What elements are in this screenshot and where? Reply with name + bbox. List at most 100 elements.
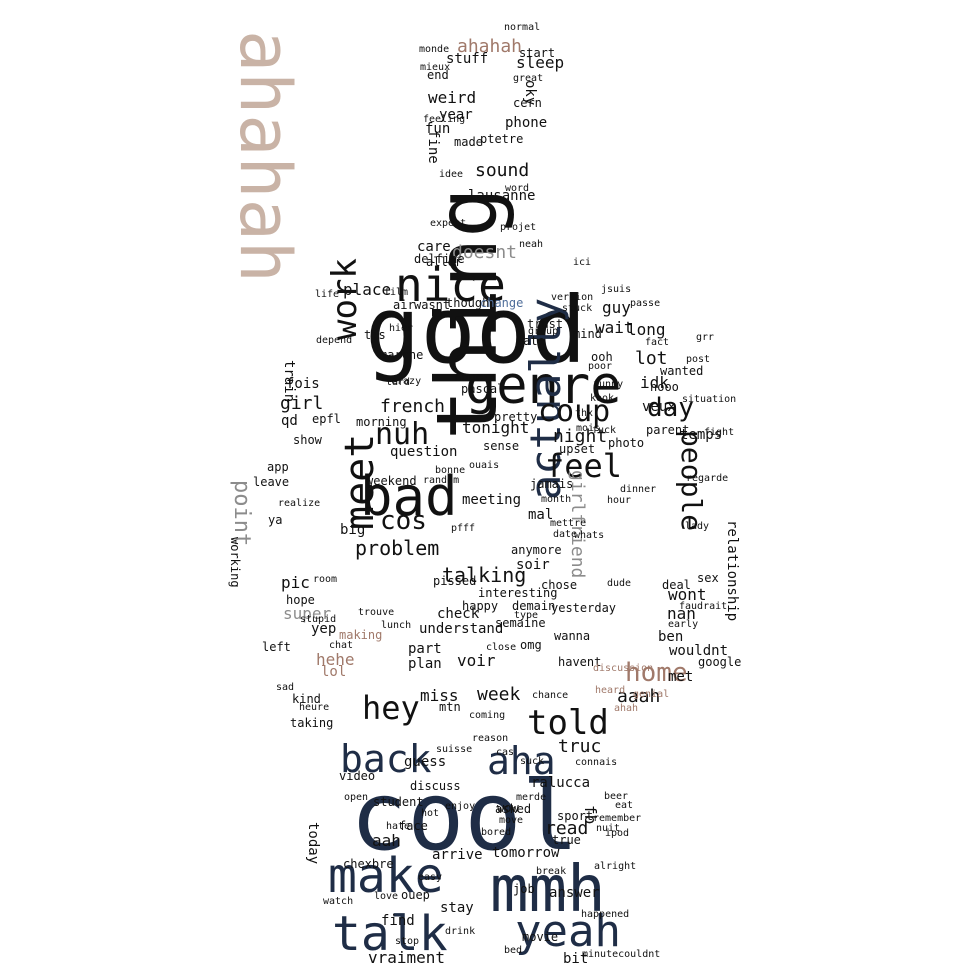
- cloud-word: enjoy: [445, 801, 476, 812]
- cloud-word: talking: [442, 563, 527, 587]
- cloud-word: asked: [495, 802, 532, 816]
- cloud-word: heure: [299, 702, 330, 713]
- cloud-word: kook: [590, 393, 615, 404]
- cloud-word: realize: [278, 498, 321, 509]
- cloud-word: fois: [286, 376, 320, 392]
- cloud-word: poor: [588, 361, 613, 372]
- cloud-word: ya: [268, 513, 283, 527]
- cloud-word: stuck: [562, 303, 593, 314]
- cloud-word: ptetre: [480, 132, 524, 146]
- cloud-word: great: [513, 73, 544, 84]
- cloud-word: thx: [575, 408, 594, 419]
- cloud-word: type: [514, 610, 539, 621]
- cloud-word: upset: [559, 442, 596, 456]
- cloud-word: version: [551, 292, 594, 303]
- cloud-word: veux: [642, 399, 676, 415]
- cloud-word: wanna: [554, 629, 591, 643]
- cloud-word: fine: [425, 130, 441, 164]
- cloud-word: lunch: [381, 620, 412, 631]
- cloud-word: reason: [472, 733, 509, 744]
- cloud-word: kind: [292, 692, 321, 706]
- cloud-word: pissed: [433, 574, 477, 588]
- cloud-word: wasnt: [414, 298, 451, 312]
- cloud-word: parent: [646, 423, 690, 437]
- cloud-word: dude: [607, 578, 632, 589]
- cloud-word: ipod: [605, 828, 630, 839]
- cloud-word: yeah: [515, 906, 621, 957]
- cloud-word: idk: [640, 373, 669, 392]
- cloud-word: working: [228, 537, 242, 588]
- cloud-word: question: [390, 444, 458, 460]
- cloud-word: ouais: [469, 460, 500, 471]
- cloud-word: weekend: [366, 474, 417, 488]
- cloud-word: voir: [457, 651, 496, 670]
- cloud-word: pic: [281, 573, 310, 592]
- cloud-word: cas: [496, 747, 515, 758]
- cloud-word: fun: [425, 121, 451, 137]
- cloud-word: wont: [668, 585, 707, 604]
- cloud-word: find: [381, 913, 415, 929]
- cloud-word: close: [486, 642, 517, 653]
- cloud-word: weird: [428, 88, 477, 107]
- cloud-word: vraiment: [368, 948, 446, 967]
- cloud-word: plan: [408, 656, 442, 672]
- cloud-word: nice: [395, 258, 506, 312]
- cloud-word: mtn: [439, 700, 461, 714]
- cloud-word: minutecouldnt: [582, 949, 661, 960]
- cloud-word: hey: [362, 689, 420, 727]
- cloud-word: marche: [380, 348, 424, 362]
- cloud-word: mal: [528, 507, 554, 523]
- cloud-word: sport: [557, 809, 594, 823]
- cloud-word: stuff: [446, 51, 489, 67]
- cloud-word: year: [439, 107, 473, 123]
- cloud-word: faudrait: [679, 601, 728, 612]
- cloud-word: idee: [439, 169, 464, 180]
- cloud-word: post: [686, 354, 711, 365]
- cloud-word: pretty: [494, 410, 538, 424]
- cloud-word: funny: [593, 379, 624, 390]
- cloud-word: epfl: [312, 412, 341, 426]
- cloud-word: mieux: [420, 62, 451, 73]
- cloud-word: film: [384, 287, 409, 298]
- cloud-word: arrive: [432, 847, 483, 863]
- cloud-word: google: [698, 655, 742, 669]
- cloud-word: feeling: [423, 114, 466, 125]
- cloud-word: wait: [595, 318, 634, 337]
- cloud-word: happened: [581, 909, 630, 920]
- cloud-word: wouldnt: [669, 643, 729, 659]
- cloud-word: pfff: [451, 523, 476, 534]
- cloud-word: hot: [421, 808, 440, 819]
- cloud-word: neah: [519, 239, 544, 250]
- cloud-word: feel: [545, 447, 623, 485]
- cloud-word: super: [283, 604, 332, 623]
- cloud-word: app: [267, 460, 289, 474]
- cloud-word: anymore: [511, 543, 562, 557]
- cloud-word: back: [340, 737, 432, 781]
- cloud-word: ralucca: [531, 775, 591, 791]
- cloud-word: situation: [682, 394, 737, 405]
- cloud-word: morning: [356, 415, 407, 429]
- cloud-word: aaah: [617, 686, 661, 707]
- cloud-word: understand: [419, 621, 504, 637]
- cloud-word: aha: [487, 739, 556, 783]
- cloud-word: ici: [573, 257, 592, 268]
- cloud-word: regarde: [686, 473, 729, 484]
- cloud-word: nan: [667, 604, 696, 623]
- cloud-word: doesnt: [452, 242, 518, 263]
- cloud-word: guy: [602, 298, 631, 317]
- cloud-word: ben: [658, 629, 684, 645]
- cloud-word: check: [437, 606, 480, 622]
- cloud-word: make: [328, 848, 444, 904]
- cloud-word: nooo: [650, 380, 679, 394]
- cloud-word: change: [480, 296, 524, 310]
- cloud-word: bad: [360, 465, 458, 528]
- cloud-word: face: [399, 819, 428, 833]
- cloud-word: ahah: [614, 703, 639, 714]
- cloud-word: hour: [607, 495, 632, 506]
- cloud-word: bored: [481, 827, 512, 838]
- cloud-word: pascal: [461, 382, 505, 396]
- cloud-word: made: [454, 135, 483, 149]
- cloud-word: hope: [286, 593, 315, 607]
- cloud-word: wow: [497, 801, 519, 815]
- cloud-word: truc: [558, 736, 602, 757]
